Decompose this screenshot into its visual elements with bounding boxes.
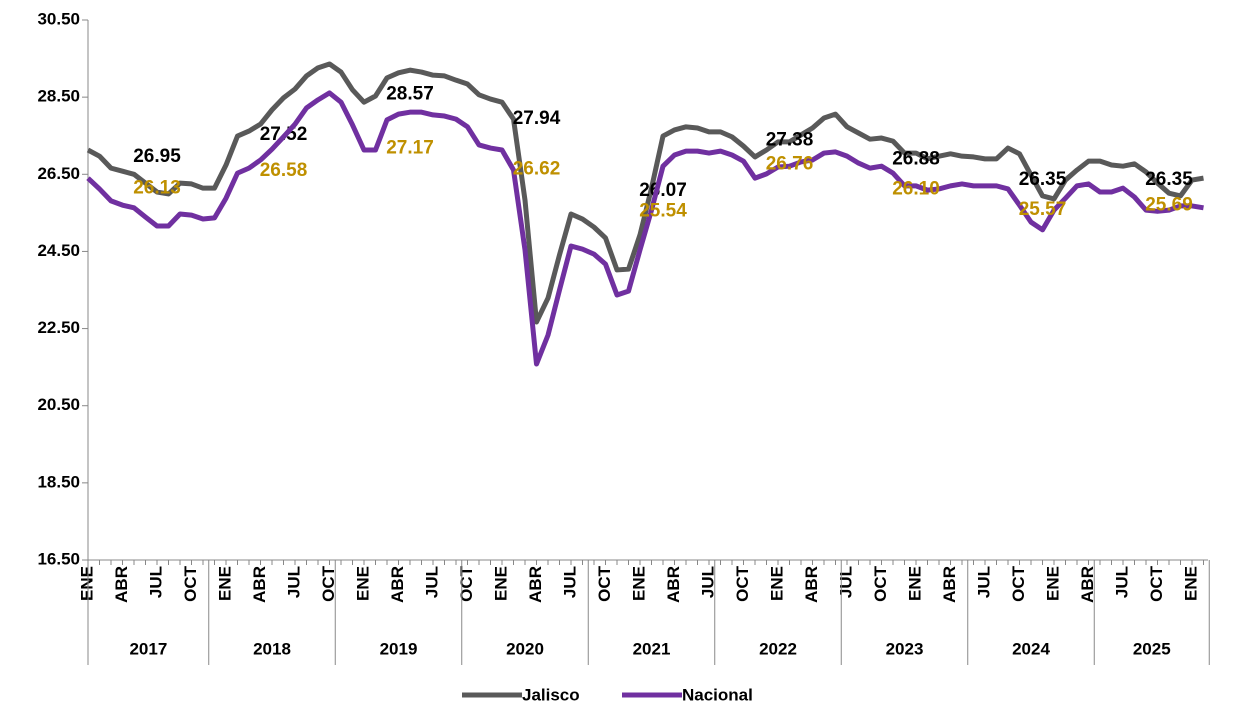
group-label: 2024 (1012, 639, 1050, 658)
y-tick-label: 18.50 (37, 472, 80, 491)
group-label: 2018 (253, 639, 291, 658)
data-label: 26.95 (133, 146, 181, 167)
x-tick-label: OCT (1009, 565, 1028, 602)
y-tick-label: 26.50 (37, 164, 80, 183)
x-tick-label: ABR (388, 566, 407, 603)
x-tick-label: OCT (733, 565, 752, 602)
data-label: 27.17 (386, 137, 434, 158)
data-label: 26.58 (260, 160, 308, 181)
group-label: 2023 (886, 639, 924, 658)
x-tick-label: ENE (77, 566, 96, 601)
data-label: 25.69 (1145, 195, 1193, 216)
y-tick-label: 22.50 (37, 318, 80, 337)
y-tick-label: 24.50 (37, 241, 80, 260)
x-tick-label: JUL (1112, 566, 1131, 598)
x-tick-label: JUL (146, 566, 165, 598)
x-tick-label: ABR (940, 566, 959, 603)
x-tick-label: JUL (698, 566, 717, 598)
x-tick-label: ENE (1043, 566, 1062, 601)
x-tick-label: ENE (1181, 566, 1200, 601)
x-tick-label: JUL (560, 566, 579, 598)
data-label: 26.35 (1019, 169, 1067, 190)
x-tick-label: OCT (181, 565, 200, 602)
data-label: 25.57 (1019, 199, 1067, 220)
data-label: 26.88 (892, 149, 940, 170)
x-tick-label: JUL (836, 566, 855, 598)
data-label: 25.54 (639, 200, 687, 221)
x-tick-label: OCT (457, 565, 476, 602)
x-tick-label: ENE (353, 566, 372, 601)
y-tick-label: 16.50 (37, 549, 80, 568)
x-tick-label: JUL (974, 566, 993, 598)
x-tick-label: ENE (491, 566, 510, 601)
x-tick-label: ENE (905, 566, 924, 601)
x-tick-label: ENE (767, 566, 786, 601)
x-tick-label: ENE (629, 566, 648, 601)
x-tick-label: JUL (422, 566, 441, 598)
x-tick-label: OCT (871, 565, 890, 602)
x-tick-label: OCT (1147, 565, 1166, 602)
y-tick-label: 30.50 (37, 9, 80, 28)
x-tick-label: ABR (526, 566, 545, 603)
x-tick-label: OCT (595, 565, 614, 602)
legend-label: Jalisco (522, 685, 580, 704)
x-tick-label: ABR (802, 566, 821, 603)
group-label: 2020 (506, 639, 544, 658)
x-tick-label: ENE (215, 566, 234, 601)
line-series (86, 61, 1204, 325)
x-tick-label: ABR (664, 566, 683, 603)
y-tick-label: 20.50 (37, 395, 80, 414)
x-tick-label: OCT (319, 565, 338, 602)
x-tick-label: ABR (1078, 566, 1097, 603)
data-label: 26.35 (1145, 169, 1193, 190)
data-label: 27.38 (766, 129, 814, 150)
x-tick-label: ABR (112, 566, 131, 603)
y-tick-label: 28.50 (37, 87, 80, 106)
data-label: 26.62 (513, 159, 561, 180)
data-label: 26.10 (892, 179, 940, 200)
data-label: 26.13 (133, 178, 181, 199)
data-label: 26.07 (639, 180, 687, 201)
data-label: 27.94 (513, 108, 561, 129)
group-label: 2025 (1133, 639, 1171, 658)
data-label: 26.76 (766, 153, 814, 174)
group-label: 2021 (633, 639, 671, 658)
legend-label: Nacional (682, 685, 753, 704)
group-label: 2022 (759, 639, 797, 658)
group-label: 2019 (380, 639, 418, 658)
data-label: 28.57 (386, 83, 434, 104)
x-tick-label: JUL (284, 566, 303, 598)
group-label: 2017 (129, 639, 167, 658)
x-tick-label: ABR (250, 566, 269, 603)
line-series (86, 90, 1204, 367)
